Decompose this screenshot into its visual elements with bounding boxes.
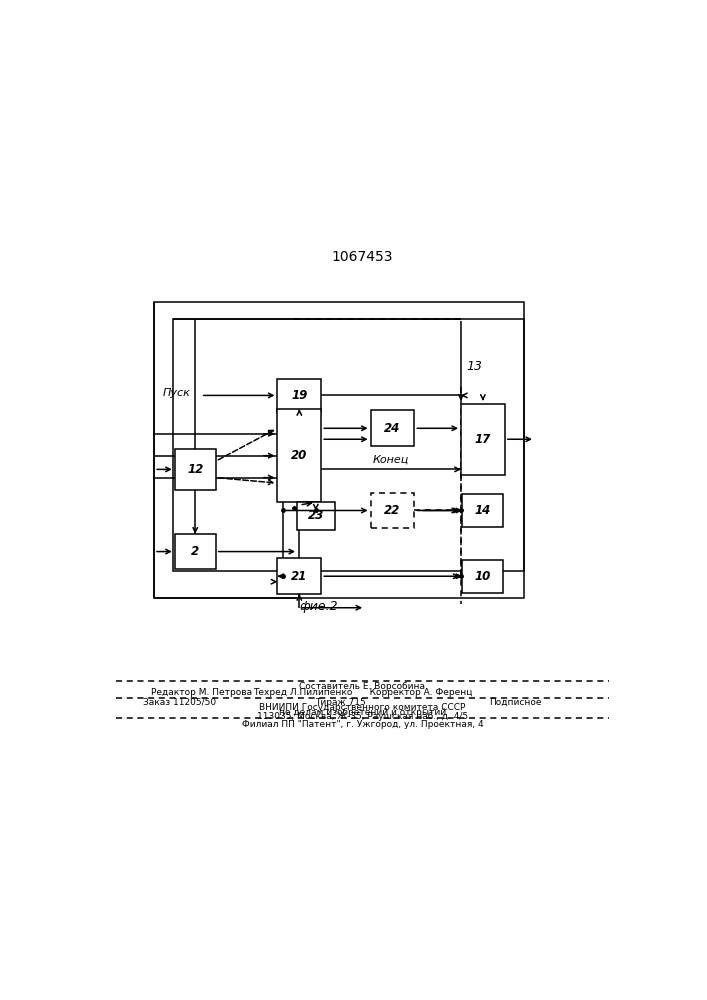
Text: Филиал ПП "Патент", г. Ужгород, ул. Проектная, 4: Филиал ПП "Патент", г. Ужгород, ул. Прое… — [242, 720, 483, 729]
Text: 10: 10 — [475, 570, 491, 583]
Text: фие.2: фие.2 — [299, 600, 338, 613]
Bar — [173, 319, 524, 571]
Text: 13: 13 — [467, 360, 482, 373]
Text: 23: 23 — [308, 509, 324, 522]
Bar — [370, 410, 414, 446]
Bar — [277, 558, 321, 594]
Text: Пуск: Пуск — [163, 388, 190, 398]
Text: Заказ 11205/50: Заказ 11205/50 — [144, 698, 216, 707]
Text: Редактор М. Петрова: Редактор М. Петрова — [151, 688, 252, 697]
Text: 22: 22 — [385, 504, 401, 517]
Bar — [277, 379, 321, 412]
Text: 113035, Москва, Ж-35, Раушская наб., д. 4/5: 113035, Москва, Ж-35, Раушская наб., д. … — [257, 712, 468, 721]
Text: 14: 14 — [475, 504, 491, 517]
Bar — [370, 493, 414, 528]
Text: 1067453: 1067453 — [332, 250, 393, 264]
Text: 12: 12 — [187, 463, 204, 476]
Bar — [462, 560, 503, 593]
Bar — [297, 502, 335, 530]
Bar — [462, 494, 503, 527]
Text: ВНИИПИ Государственного комитета СССР: ВНИИПИ Государственного комитета СССР — [259, 703, 465, 712]
Bar — [154, 302, 524, 598]
Bar — [175, 534, 216, 569]
Text: 21: 21 — [291, 570, 308, 583]
Text: Техред Л.Пилипенко      Корректор А. Ференц: Техред Л.Пилипенко Корректор А. Ференц — [252, 688, 472, 697]
Bar — [461, 404, 505, 475]
Text: Конец: Конец — [373, 455, 409, 465]
Text: по делам изобретений и открытий: по делам изобретений и открытий — [279, 708, 446, 717]
Text: 24: 24 — [385, 422, 401, 435]
Text: 19: 19 — [291, 389, 308, 402]
Text: Тираж 715: Тираж 715 — [315, 698, 366, 707]
Text: 17: 17 — [475, 433, 491, 446]
Text: Составитель Е. Ворсобина: Составитель Е. Ворсобина — [299, 682, 426, 691]
Text: 2: 2 — [191, 545, 199, 558]
Text: Подписное: Подписное — [489, 698, 542, 707]
Bar — [277, 409, 321, 502]
Bar — [175, 449, 216, 490]
Text: 20: 20 — [291, 449, 308, 462]
